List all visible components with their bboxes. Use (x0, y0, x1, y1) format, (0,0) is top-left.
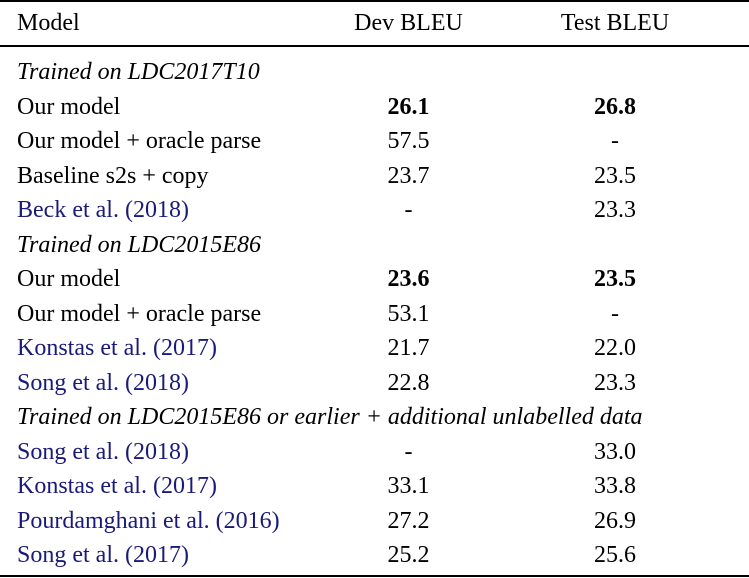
top-rule (0, 0, 749, 2)
bottom-rule (0, 575, 749, 577)
model-name: Our model (17, 266, 121, 292)
header-test-bleu: Test BLEU (560, 10, 670, 36)
model-name[interactable]: Konstas et al. (2017) (17, 335, 217, 361)
table-row: Song et al. (2017) 25.2 25.6 (0, 538, 749, 572)
dev-bleu-value: 23.7 (387, 162, 430, 189)
test-bleu-value: 22.0 (594, 335, 636, 361)
test-bleu-value: 25.6 (594, 542, 636, 568)
dev-bleu-value: 23.6 (387, 266, 430, 292)
table-row: Beck et al. (2018) - 23.3 (0, 193, 749, 227)
table-row: Konstas et al. (2017) 21.7 22.0 (0, 331, 749, 365)
table-row: Our model + oracle parse 57.5 - (0, 124, 749, 158)
test-bleu-value: 26.8 (594, 93, 636, 120)
table-row: Our model 23.6 23.5 (0, 262, 749, 296)
table-row: Baseline s2s + copy 23.7 23.5 (0, 159, 749, 193)
model-name[interactable]: Song et al. (2018) (17, 369, 189, 396)
test-bleu-value: 23.5 (594, 266, 636, 292)
test-bleu-value: 33.8 (594, 473, 636, 499)
test-bleu-value: - (611, 300, 619, 327)
table-row: Pourdamghani et al. (2016) 27.2 26.9 (0, 504, 749, 538)
dev-bleu-value: - (404, 197, 413, 223)
dev-bleu-value: 27.2 (387, 507, 430, 534)
table-row: Song et al. (2018) - 33.0 (0, 435, 749, 469)
section-title: Trained on LDC2015E86 (17, 231, 262, 258)
table-row: Song et al. (2018) 22.8 23.3 (0, 366, 749, 400)
table-row: Our model + oracle parse 53.1 - (0, 297, 749, 331)
model-name: Our model (17, 93, 121, 120)
dev-bleu-value: 53.1 (387, 300, 430, 327)
section-title: Trained on LDC2015E86 or earlier + addit… (17, 404, 643, 430)
model-name[interactable]: Song et al. (2018) (17, 438, 189, 465)
test-bleu-value: 26.9 (594, 507, 636, 534)
model-name: Our model + oracle parse (17, 128, 262, 154)
header-model: Model (17, 10, 80, 36)
model-name[interactable]: Konstas et al. (2017) (17, 473, 217, 499)
dev-bleu-value: 21.7 (387, 335, 430, 361)
model-name[interactable]: Song et al. (2017) (17, 542, 189, 568)
test-bleu-value: 23.5 (594, 162, 636, 189)
table-row: Our model 26.1 26.8 (0, 90, 749, 124)
header-row: Model Dev BLEU Test BLEU (0, 6, 749, 40)
dev-bleu-value: 26.1 (387, 93, 430, 120)
model-name: Baseline s2s + copy (17, 162, 209, 189)
test-bleu-value: 23.3 (594, 369, 636, 396)
test-bleu-value: 23.3 (594, 197, 636, 223)
model-name[interactable]: Pourdamghani et al. (2016) (17, 507, 280, 534)
dev-bleu-value: 57.5 (387, 128, 430, 154)
dev-bleu-value: 25.2 (387, 542, 430, 568)
test-bleu-value: - (611, 128, 619, 154)
model-name: Our model + oracle parse (17, 300, 262, 327)
header-rule (0, 45, 749, 47)
dev-bleu-value: 33.1 (387, 473, 430, 499)
dev-bleu-value: 22.8 (387, 369, 430, 396)
test-bleu-value: 33.0 (594, 438, 636, 465)
table-row: Konstas et al. (2017) 33.1 33.8 (0, 469, 749, 503)
dev-bleu-value: - (404, 438, 413, 465)
header-dev-bleu: Dev BLEU (354, 10, 463, 36)
section-title: Trained on LDC2017T10 (17, 59, 260, 85)
model-name[interactable]: Beck et al. (2018) (17, 197, 189, 223)
